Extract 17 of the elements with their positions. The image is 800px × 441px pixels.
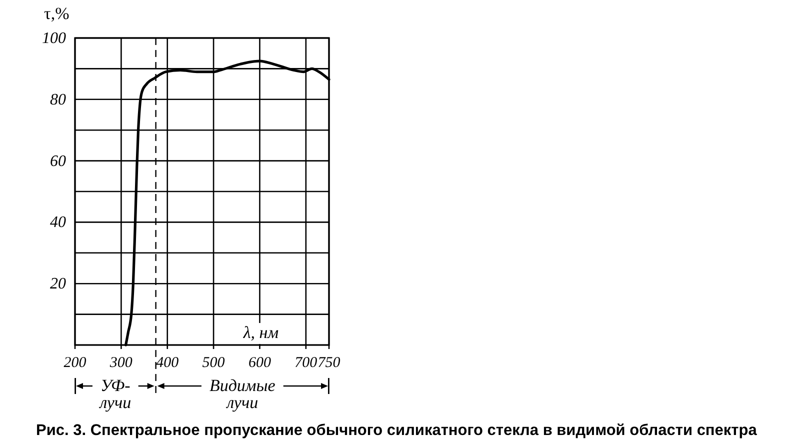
text: УФ- лучи (98, 376, 132, 412)
x-tick-label: 750 (318, 355, 341, 371)
text: Видимые лучи (209, 376, 276, 412)
x-tick-label: 600 (248, 355, 272, 371)
x-tick-label: 700 (294, 355, 318, 371)
y-tick-label: 60 (50, 152, 66, 170)
x-tick-label: 300 (108, 355, 133, 371)
x-tick-label: 500 (202, 355, 226, 371)
y-axis-title: τ,% (44, 4, 70, 23)
y-tick-label: 40 (50, 214, 66, 232)
x-tick-label: 400 (156, 355, 180, 371)
text: Рис. 3. Спектральное пропускание обычного силикатного стекла в видимой области спектра (36, 422, 758, 439)
x-axis-title: λ, нм (242, 323, 279, 342)
y-tick-label: 80 (50, 91, 66, 108)
x-tick-label: 200 (64, 355, 87, 371)
y-tick-label: 100 (42, 30, 66, 47)
y-tick-label: 20 (50, 276, 66, 293)
